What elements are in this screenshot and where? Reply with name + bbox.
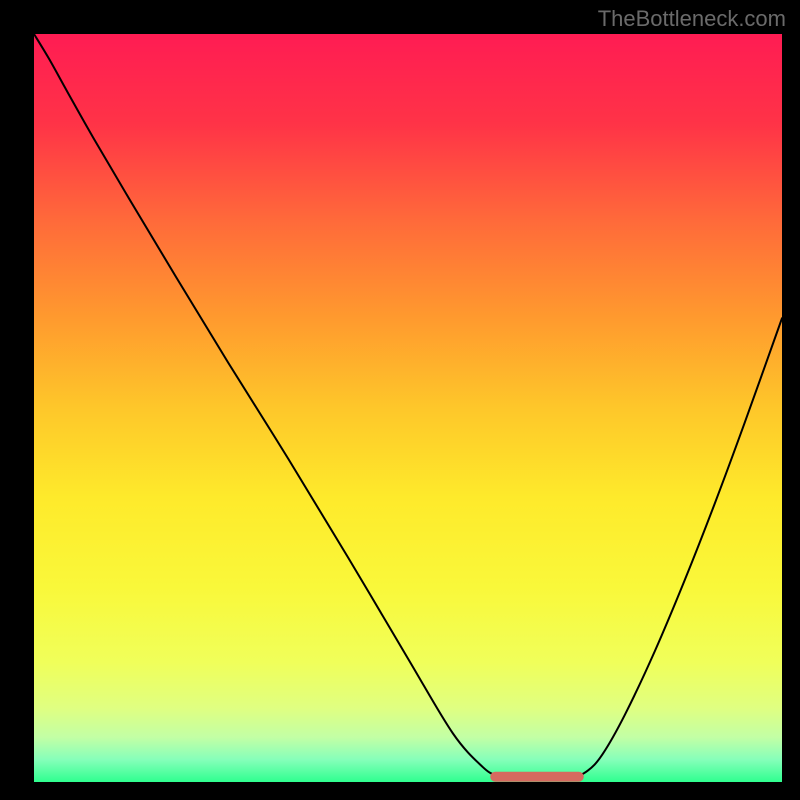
flat-accent-bar — [490, 772, 584, 782]
watermark-text: TheBottleneck.com — [598, 6, 786, 32]
bottleneck-curve — [34, 34, 782, 782]
plot-area — [34, 34, 782, 782]
